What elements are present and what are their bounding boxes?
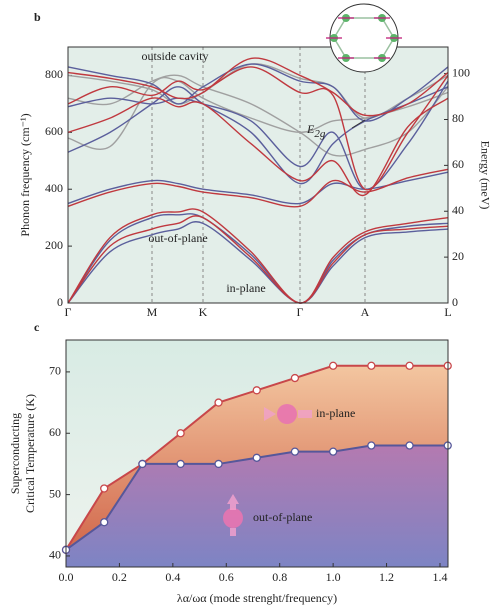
phonon-band bbox=[67, 66, 449, 191]
y-tick-label: 800 bbox=[45, 67, 63, 81]
phonon-band bbox=[67, 208, 449, 304]
lattice-inset bbox=[326, 3, 402, 73]
y2-axis-label: Energy (meV) bbox=[478, 141, 492, 210]
x-tick-label: A bbox=[361, 305, 370, 319]
panel-c: c in-plane out-of-plane 0.0 0.2 0.4 0.6 0.8 1.0 1… bbox=[8, 320, 452, 605]
phonon-band bbox=[67, 63, 449, 122]
x-tick-label: Γ bbox=[297, 305, 304, 319]
phonon-band bbox=[67, 80, 449, 190]
y2-tick-label: 100 bbox=[452, 65, 470, 79]
plot-frame bbox=[65, 339, 449, 568]
y-axis-label: Critical Temperature (K) bbox=[23, 394, 37, 513]
x-tick-label: 0.0 bbox=[59, 570, 74, 584]
y-tick-label: 40 bbox=[49, 548, 61, 562]
x-tick-label: 0.8 bbox=[272, 570, 287, 584]
phonon-band bbox=[67, 171, 449, 205]
x-axis-label: λα/ωα (mode strenght/frequency) bbox=[177, 591, 337, 605]
mode-icons bbox=[223, 404, 312, 536]
x-tick-label: 0.6 bbox=[219, 570, 234, 584]
data-point bbox=[252, 386, 261, 395]
y2-tick-label: 40 bbox=[452, 203, 464, 217]
data-point bbox=[290, 447, 300, 456]
x-tick-label: K bbox=[199, 305, 208, 319]
data-point bbox=[367, 441, 376, 450]
y-tick-label: 0 bbox=[57, 295, 63, 309]
y2-tick-label: 20 bbox=[452, 249, 464, 263]
x-tick-label: 1.0 bbox=[326, 570, 341, 584]
series-label: out-of-plane bbox=[148, 231, 207, 245]
y2-tick-label: 80 bbox=[452, 111, 464, 125]
phonon-band bbox=[67, 221, 449, 304]
x-tick-label: 1.4 bbox=[432, 570, 447, 584]
x-tick-label: 1.2 bbox=[379, 570, 394, 584]
plot-frame bbox=[67, 46, 449, 304]
data-point bbox=[138, 459, 147, 469]
x-tick-label: M bbox=[147, 305, 158, 319]
x-tick-label: Γ bbox=[65, 305, 72, 319]
x-tick-label: 0.2 bbox=[112, 570, 127, 584]
y-axis-label: Phonon frequency (cm⁻¹) bbox=[18, 113, 32, 236]
data-point bbox=[214, 398, 223, 407]
series-label: out-of-plane bbox=[253, 510, 312, 524]
annotation-pointer bbox=[351, 119, 366, 129]
data-point bbox=[214, 459, 223, 469]
y-tick-label: 600 bbox=[45, 124, 63, 138]
data-point bbox=[328, 447, 338, 456]
annotation-base: E bbox=[306, 122, 315, 136]
series-label: in-plane bbox=[316, 406, 355, 420]
annotation: E2g bbox=[306, 122, 326, 140]
data-point bbox=[405, 441, 414, 450]
data-point bbox=[328, 361, 338, 370]
phonon-band bbox=[67, 57, 449, 117]
annotation-sub: 2g bbox=[314, 128, 326, 140]
data-point bbox=[176, 459, 185, 469]
data-point bbox=[176, 429, 185, 438]
y2-tick-label: 0 bbox=[452, 295, 458, 309]
data-point bbox=[405, 361, 414, 370]
panel-label: c bbox=[34, 320, 40, 334]
area-below bbox=[66, 445, 448, 567]
phonon-band bbox=[67, 168, 449, 208]
series-label: outside cavity bbox=[142, 49, 209, 63]
phonon-band bbox=[67, 97, 449, 196]
y2-tick-label: 60 bbox=[452, 157, 464, 171]
data-point bbox=[252, 453, 261, 462]
data-point bbox=[367, 361, 376, 370]
data-point bbox=[290, 373, 300, 383]
y-tick-label: 70 bbox=[49, 364, 61, 378]
data-point bbox=[100, 518, 109, 527]
series-label: in-plane bbox=[226, 281, 265, 295]
panel-label: b bbox=[34, 10, 41, 24]
y-tick-label: 400 bbox=[45, 181, 63, 195]
area-between bbox=[66, 365, 448, 550]
y-tick-label: 200 bbox=[45, 238, 63, 252]
y-tick-label: 60 bbox=[49, 425, 61, 439]
phonon-band bbox=[67, 215, 449, 304]
x-tick-label: 0.4 bbox=[165, 570, 180, 584]
x-tick-label: L bbox=[444, 305, 451, 319]
data-point bbox=[100, 484, 109, 493]
y-axis-label: Superconducting bbox=[8, 413, 22, 494]
y-tick-label: 50 bbox=[49, 486, 61, 500]
